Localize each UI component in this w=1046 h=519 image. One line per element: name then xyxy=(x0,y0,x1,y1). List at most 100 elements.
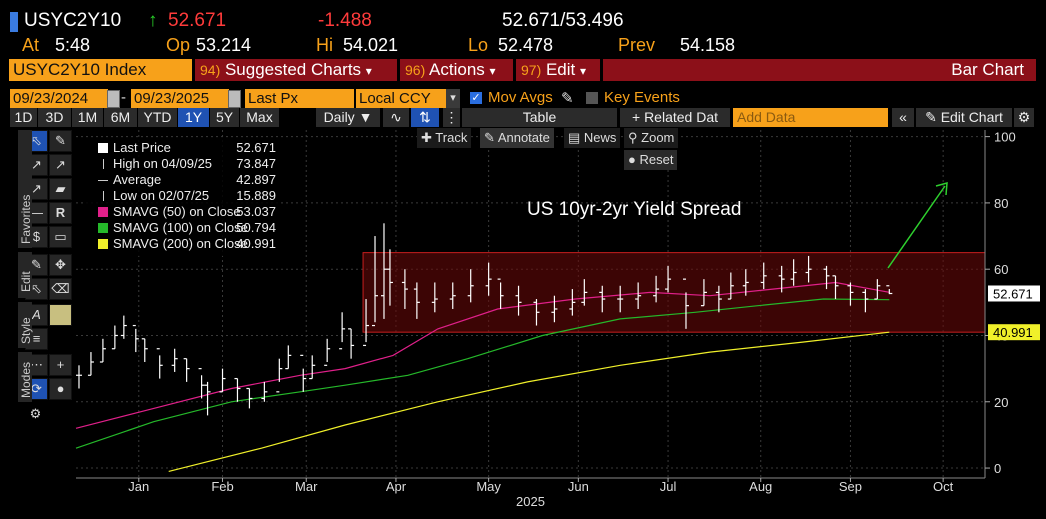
key-events-checkbox[interactable] xyxy=(586,92,598,104)
edit-tab[interactable]: Edit xyxy=(18,252,33,298)
frequency-select[interactable]: Daily ▼ xyxy=(316,108,381,127)
start-date-input[interactable]: 09/23/2024 xyxy=(10,89,108,108)
news-icon: ▤ xyxy=(568,130,581,145)
legend-label: High on 04/09/25 xyxy=(113,156,213,171)
ohlc-bar xyxy=(372,236,379,327)
period-button-1d[interactable]: 1D xyxy=(10,108,38,127)
ohlc-bar xyxy=(219,368,226,393)
ohlc-bar xyxy=(413,282,420,319)
ray-icon[interactable]: ↗ xyxy=(49,154,72,176)
period-button-1m[interactable]: 1M xyxy=(72,108,104,127)
annotate-button[interactable]: ✎ Annotate xyxy=(480,128,554,148)
quote-stats: At 5:48 Op 53.214 Hi 54.021 Lo 52.478 Pr… xyxy=(0,35,1046,57)
reset-button[interactable]: ● Reset xyxy=(624,150,678,170)
x-tick-label: Apr xyxy=(386,479,407,494)
x-tick-label: Oct xyxy=(933,479,954,494)
gear-icon[interactable]: ⚙ xyxy=(29,406,42,421)
rectangle-icon[interactable]: ▭ xyxy=(49,226,72,248)
pen-icon[interactable]: ✎ xyxy=(49,130,72,152)
period-button-5y[interactable]: 5Y xyxy=(210,108,240,127)
edit-chart-button[interactable]: ✎ Edit Chart xyxy=(916,108,1013,127)
legend-value: 52.671 xyxy=(236,140,276,155)
end-date-input[interactable]: 09/23/2025 xyxy=(131,89,229,108)
trash-icon[interactable]: ⌫ xyxy=(49,278,72,300)
ohlc-bars xyxy=(75,223,893,416)
style-tab[interactable]: Style xyxy=(18,302,33,348)
legend-swatch xyxy=(103,159,104,169)
open-value: 53.214 xyxy=(196,35,252,55)
ohlc-bar xyxy=(862,289,869,313)
related-data-button[interactable]: + Related Dat xyxy=(620,108,731,127)
chevron-down-icon[interactable]: ▾ xyxy=(446,89,460,108)
multicolor-icon[interactable]: ● xyxy=(49,378,72,400)
ohlc-bar xyxy=(727,272,734,300)
currency-select[interactable]: Local CCY xyxy=(356,89,447,108)
actions-menu[interactable]: 96) Actions ▾ xyxy=(400,59,513,81)
price-label-box xyxy=(988,324,1040,341)
legend-label: Average xyxy=(113,172,162,187)
ohlc-bar xyxy=(309,355,316,380)
calendar-icon[interactable] xyxy=(107,90,120,108)
table-button[interactable]: Table xyxy=(462,108,618,127)
price-label-text: 40.991 xyxy=(993,325,1033,340)
period-button-max[interactable]: Max xyxy=(240,108,280,127)
zoom-button[interactable]: ⚲ Zoom xyxy=(624,128,679,148)
ohlc-bar xyxy=(790,259,797,286)
ohlc-bar xyxy=(285,345,292,370)
price-labels: 52.671 40.991 xyxy=(988,285,1040,341)
calendar-icon[interactable] xyxy=(228,90,241,108)
security-field[interactable]: USYC2Y10 Index xyxy=(9,59,192,81)
news-button[interactable]: ▤ News xyxy=(564,128,621,148)
legend-swatch xyxy=(98,180,108,181)
x-tick-label: Feb xyxy=(211,479,233,494)
field-select[interactable]: Last Px xyxy=(245,89,354,108)
caret-down-icon: ▼ xyxy=(358,109,373,125)
ohlc-bar xyxy=(467,269,474,303)
retracement-icon[interactable]: R xyxy=(49,202,72,224)
move-icon[interactable]: ✥ xyxy=(49,254,72,276)
price-label-box xyxy=(988,285,1040,302)
open-label: Op xyxy=(166,35,191,55)
period-button-3d[interactable]: 3D xyxy=(38,108,72,127)
pencil-icon[interactable]: ✎ xyxy=(561,90,574,107)
gear-icon[interactable]: ⚙ xyxy=(1014,108,1035,127)
crosshair-plus-icon[interactable]: + xyxy=(49,354,72,376)
track-button[interactable]: ✚ Track xyxy=(417,128,472,148)
double-chevron-left-icon[interactable]: « xyxy=(892,108,915,127)
crosshair-icon: ✚ xyxy=(421,130,432,145)
channel-icon[interactable]: ▰ xyxy=(49,178,72,200)
period-button-ytd[interactable]: YTD xyxy=(138,108,178,127)
ohlc-bar xyxy=(348,328,355,359)
color-swatch-icon[interactable] xyxy=(49,304,72,326)
period-button-1y[interactable]: 1Y xyxy=(178,108,210,127)
grid-icon[interactable]: ⋮ xyxy=(443,108,461,127)
favorites-tab[interactable]: Favorites xyxy=(18,130,33,248)
period-bar: 1D 3D 1M 6M YTD 1Y 5Y Max Daily ▼ ∿ ⇅ ⋮ Table +… xyxy=(0,108,1046,128)
annotate-label: Annotate xyxy=(497,130,550,145)
bar-chart-icon[interactable]: ⇅ xyxy=(411,108,440,127)
ohlc-bar xyxy=(832,275,839,300)
mov-avgs-checkbox[interactable]: ✓ xyxy=(470,92,482,104)
moving-averages xyxy=(75,281,890,472)
line-chart-icon[interactable]: ∿ xyxy=(383,108,410,127)
pencil-icon: ✎ xyxy=(925,109,937,125)
modes-tab[interactable]: Modes xyxy=(18,352,33,402)
high-value: 54.021 xyxy=(343,35,399,55)
ohlc-bar xyxy=(700,279,707,307)
series-line xyxy=(75,298,890,449)
edit-chart-label: Edit Chart xyxy=(940,109,1003,125)
legend-value: 53.037 xyxy=(236,204,276,219)
suggested-charts-menu[interactable]: 94) Suggested Charts ▾ xyxy=(195,59,397,81)
ohlc-bar xyxy=(515,285,522,316)
ohlc-bar xyxy=(380,223,387,319)
period-button-6m[interactable]: 6M xyxy=(104,108,138,127)
add-data-input[interactable]: Add Data xyxy=(733,108,889,127)
ohlc-bar xyxy=(847,282,854,306)
edit-menu[interactable]: 97) Edit ▾ xyxy=(516,59,600,81)
legend-swatch xyxy=(103,191,104,201)
legend-entry: Average 42.897 xyxy=(84,172,280,188)
edit-label: Edit xyxy=(19,271,33,292)
net-change: -1.488 xyxy=(318,10,372,31)
legend-label: SMAVG (100) on Close xyxy=(113,220,248,235)
